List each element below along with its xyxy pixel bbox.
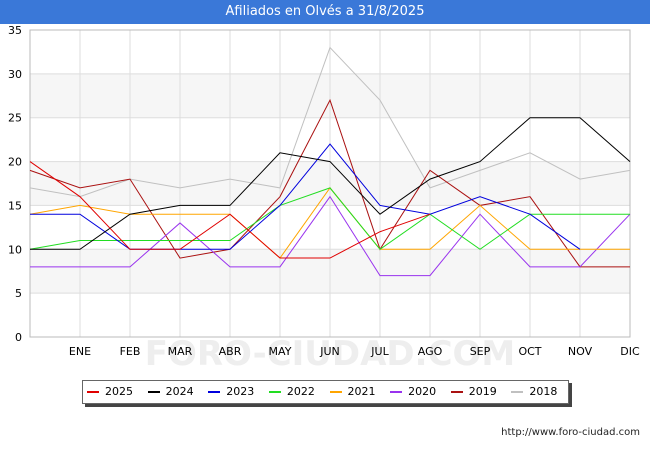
y-tick-label: 35	[8, 24, 22, 37]
series-line-2023	[30, 143, 581, 250]
legend-swatch	[147, 391, 160, 393]
series-line-2025	[29, 161, 431, 259]
x-tick-label: AGO	[418, 345, 443, 358]
x-tick-label: MAY	[269, 345, 292, 358]
series-line-2019	[29, 98, 630, 268]
x-tick-label: FEB	[120, 345, 141, 358]
x-tick-label: SEP	[470, 345, 491, 358]
legend-swatch	[87, 391, 99, 393]
y-tick-label: 15	[8, 199, 22, 212]
x-tick-label: NOV	[568, 345, 593, 358]
legend-swatch	[268, 391, 281, 393]
legend-swatch	[390, 391, 403, 393]
x-tick-label: JUL	[370, 345, 389, 358]
y-tick-label: 30	[8, 68, 22, 81]
legend-swatch	[450, 391, 463, 393]
legend-label: 2020	[408, 385, 437, 398]
legend-label: 2022	[286, 385, 315, 398]
series-lines	[29, 46, 631, 277]
legend-label: 2021	[347, 385, 376, 398]
legend-label: 2023	[226, 385, 255, 398]
legend-swatch	[511, 391, 524, 393]
series-line-2024	[30, 117, 631, 250]
y-tick-label: 10	[8, 243, 22, 256]
y-tick-label: 20	[8, 156, 22, 169]
title-bar	[0, 0, 650, 24]
legend-swatch	[208, 391, 221, 393]
footer-url: http://www.foro-ciudad.com	[501, 427, 640, 438]
legend-swatch	[329, 391, 342, 393]
legend-label: 2018	[529, 385, 558, 398]
series-line-2020	[30, 195, 631, 277]
x-tick-label: OCT	[518, 345, 541, 358]
plot-border	[29, 29, 631, 338]
x-tick-label: MAR	[168, 345, 193, 358]
watermark: FORO-CIUDAD.COM	[145, 334, 516, 374]
x-tick-label: JUN	[319, 345, 340, 358]
y-tick-label: 0	[15, 331, 22, 344]
legend-label: 2025	[105, 385, 133, 398]
axes: 0 5 10 15 20 25 30 35 ENE FEB MAR ABR MAY JUN JUL AGO SE…	[8, 24, 640, 358]
chart-title: Afiliados en Olvés a 31/8/2025	[225, 4, 425, 19]
x-tick-label: DIC	[620, 345, 640, 358]
x-tick-label: ABR	[219, 345, 242, 358]
y-tick-label: 25	[8, 112, 22, 125]
x-tick-label: ENE	[69, 345, 91, 358]
y-tick-label: 5	[15, 287, 22, 300]
legend-label: 2019	[468, 385, 497, 398]
legend: 2025 2024 2023 2022 2021 2020 2019 2018	[82, 380, 569, 404]
legend-label: 2024	[165, 385, 194, 398]
